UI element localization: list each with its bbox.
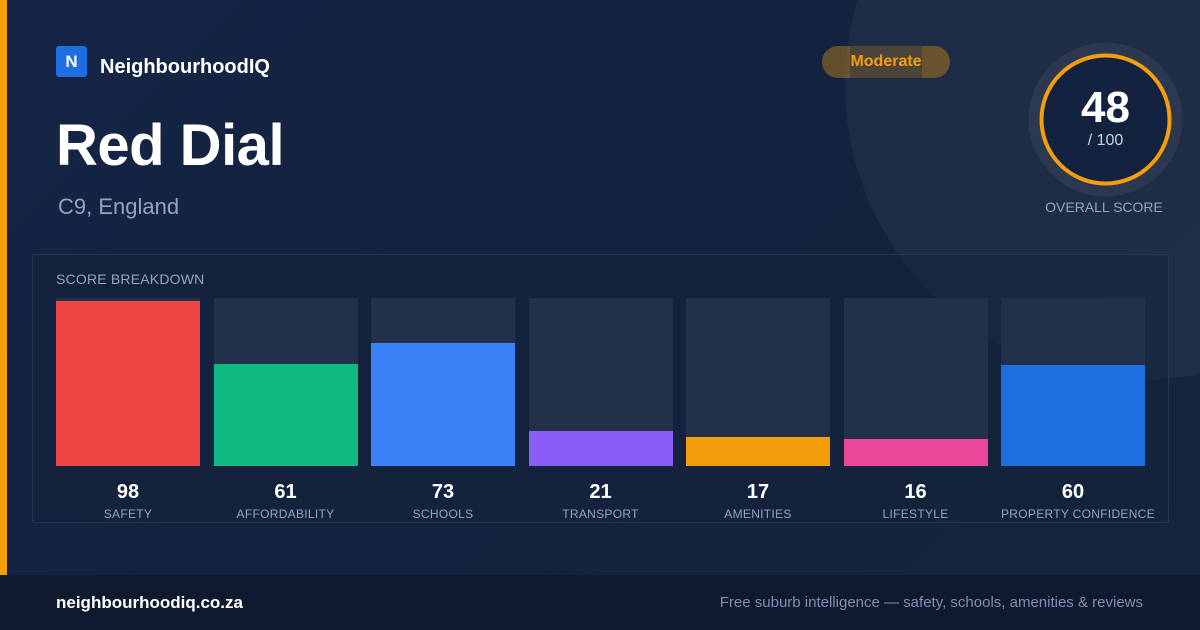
bar [843,439,988,466]
bar-column-safety: 98 SAFETY [56,298,200,521]
bar [686,437,830,466]
overall-score-label: OVERALL SCORE [1045,199,1163,215]
bar-track [371,298,515,466]
footer-domain[interactable]: neighbourhoodiq.co.za [56,592,243,612]
bar-value-label: 98 [116,481,140,503]
overall-score-max: / 100 [1087,132,1124,149]
bar-category-label: SAFETY [103,507,153,521]
bar-category-label: PROPERTY CONFIDENCE [1001,507,1155,521]
bar-value-label: 61 [274,481,297,503]
bar [56,301,200,466]
bar [528,430,673,466]
bar-column-affordability: 61 AFFORDABILITY [213,298,358,521]
bar [213,363,358,466]
bar-value-label: 17 [746,481,770,503]
bar-column-lifestyle: 16 LIFESTYLE [843,298,988,521]
bar [1001,365,1145,466]
bar-value-label: 21 [589,481,612,503]
rating-badge: Moderate [822,46,950,78]
place-title: Red Dial [56,113,285,178]
bar-column-amenities: 17 AMENITIES [686,298,830,521]
share-card: N NeighbourhoodIQ Red Dial C9, England M… [0,0,1200,575]
bar-value-label: 16 [904,481,927,503]
bar-track [56,298,200,466]
bar-track [1001,298,1145,466]
brand-name: NeighbourhoodIQ [100,56,270,78]
place-location: C9, England [58,194,180,219]
bar-column-transport: 21 TRANSPORT [528,298,673,521]
bar-category-label: TRANSPORT [562,507,639,521]
bar-track [213,298,358,466]
bar-column-property-confidence: 60 PROPERTY CONFIDENCE [1001,298,1155,521]
bar [371,343,515,466]
bar-track [528,298,673,466]
bar-category-label: AMENITIES [724,507,792,521]
bar-category-label: LIFESTYLE [882,507,949,521]
bar-category-label: SCHOOLS [412,507,474,521]
footer: neighbourhoodiq.co.za Free suburb intell… [0,575,1200,630]
breakdown-title: SCORE BREAKDOWN [56,271,205,287]
bar-column-schools: 73 SCHOOLS [371,298,515,521]
bar-track [686,298,830,466]
bar-track [843,298,988,466]
bar-value-label: 60 [1061,481,1085,503]
footer-tagline: Free suburb intelligence — safety, schoo… [719,594,1143,611]
bar-value-label: 73 [431,481,455,503]
bar-category-label: AFFORDABILITY [236,507,335,521]
accent-bar [0,0,7,575]
score-ring-icon [1028,42,1183,197]
logo-icon: N [56,46,87,77]
overall-score-value: 48 [1081,83,1130,132]
